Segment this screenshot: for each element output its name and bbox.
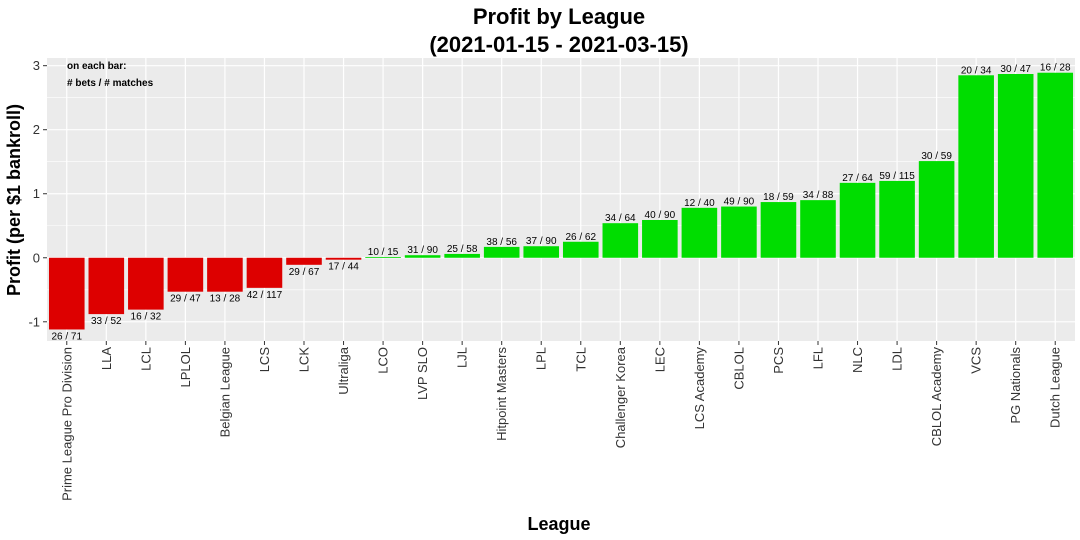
bar (88, 257, 125, 315)
x-tick-label: Hitpoint Masters (494, 347, 509, 441)
bar-data-label: 29 / 47 (170, 294, 201, 305)
x-tick-label: Challenger Korea (613, 346, 628, 448)
bar (167, 257, 204, 292)
bar (48, 257, 85, 330)
bar-data-label: 59 / 115 (879, 171, 915, 182)
bar-data-label: 10 / 15 (368, 247, 399, 258)
bar (681, 207, 718, 258)
y-tick-label: 1 (33, 186, 40, 201)
x-tick-label: LFL (811, 347, 826, 369)
x-tick-label: LCS Academy (692, 347, 707, 430)
note-line-1: on each bar: (67, 61, 126, 72)
bar-data-label: 18 / 59 (763, 192, 794, 203)
x-tick-label: VCS (969, 347, 984, 374)
x-tick-label: LEC (652, 347, 667, 372)
bar-data-label: 49 / 90 (724, 197, 755, 208)
bar-data-label: 27 / 64 (842, 173, 873, 184)
x-tick-label: PCS (771, 347, 786, 374)
bar (483, 246, 520, 258)
bar (839, 182, 876, 258)
bar-data-label: 33 / 52 (91, 316, 122, 327)
x-tick-label: PG Nationals (1008, 347, 1023, 424)
bar (918, 161, 955, 258)
bar-data-label: 30 / 47 (1000, 64, 1031, 75)
bar (286, 257, 322, 265)
bar (1037, 72, 1074, 258)
bar (958, 75, 994, 258)
x-tick-label: LCK (297, 347, 312, 373)
y-tick-label: -1 (28, 314, 40, 329)
x-tick-label: LCO (376, 347, 391, 374)
bar-data-label: 40 / 90 (645, 210, 676, 221)
bar-data-label: 26 / 62 (565, 232, 596, 243)
x-tick-label: LJL (455, 347, 470, 368)
x-tick-label: Ultraliga (336, 346, 351, 394)
bar (997, 74, 1034, 258)
bar-data-label: 25 / 58 (447, 244, 478, 255)
bar (128, 257, 164, 310)
bar-data-label: 20 / 34 (961, 65, 992, 76)
bar-data-label: 16 / 28 (1040, 63, 1071, 74)
y-tick-label: 2 (33, 122, 40, 137)
bar-data-label: 13 / 28 (210, 294, 241, 305)
bar (365, 257, 401, 258)
bar (562, 241, 599, 258)
bar (444, 253, 480, 258)
x-tick-label: LCS (257, 347, 272, 373)
bar-data-label: 37 / 90 (526, 236, 557, 247)
bar-data-label: 31 / 90 (407, 245, 438, 256)
bar (602, 223, 639, 258)
bar-data-label: 16 / 32 (131, 312, 162, 323)
y-axis-title: Profit (per $1 bankroll) (4, 104, 24, 296)
bar-data-label: 38 / 56 (486, 237, 517, 248)
bar-data-label: 29 / 67 (289, 267, 320, 278)
x-axis-title: League (527, 514, 590, 534)
x-axis: Prime League Pro Division LLA LCL LPLOL Belg… (59, 341, 1063, 501)
x-tick-label: Prime League Pro Division (59, 347, 74, 501)
bar (404, 255, 441, 258)
bars (48, 72, 1074, 330)
bar-data-label: 17 / 44 (328, 262, 359, 273)
bar (879, 180, 915, 258)
y-axis: -1 0 1 2 3 (28, 58, 47, 329)
bar-data-label: 30 / 59 (921, 151, 952, 162)
x-tick-label: LVP SLO (415, 347, 430, 400)
chart-subtitle: (2021-01-15 - 2021-03-15) (429, 32, 688, 57)
bar (523, 246, 560, 258)
bar-data-label: 12 / 40 (684, 198, 715, 209)
x-tick-label: LPL (534, 347, 549, 370)
bar (246, 257, 283, 288)
x-tick-label: NLC (850, 347, 865, 373)
y-tick-label: 3 (33, 58, 40, 73)
bar (207, 257, 243, 292)
bar (721, 206, 757, 258)
bar (642, 219, 678, 258)
x-tick-label: LDL (890, 347, 905, 371)
x-tick-label: LCL (138, 347, 153, 371)
x-tick-label: LLA (99, 347, 114, 370)
note-line-2: # bets / # matches (67, 78, 154, 89)
bar-labels: 26 / 71 33 / 52 16 / 32 29 / 47 13 / 28 42 / … (51, 63, 1070, 343)
bar-data-label: 34 / 88 (803, 190, 834, 201)
x-tick-label: TCL (573, 347, 588, 372)
bar-data-label: 26 / 71 (51, 331, 82, 342)
x-tick-label: Dutch League (1048, 347, 1063, 428)
bar (800, 200, 836, 258)
x-tick-label: CBLOL (731, 347, 746, 390)
x-tick-label: LPLOL (178, 347, 193, 387)
bar (325, 257, 362, 260)
bar-data-label: 34 / 64 (605, 213, 636, 224)
x-tick-label: CBLOL Academy (929, 347, 944, 447)
y-tick-label: 0 (33, 250, 40, 265)
bar (760, 202, 797, 258)
x-tick-label: Belgian League (217, 347, 232, 437)
chart-title: Profit by League (473, 4, 645, 29)
bar-data-label: 42 / 117 (247, 290, 283, 301)
